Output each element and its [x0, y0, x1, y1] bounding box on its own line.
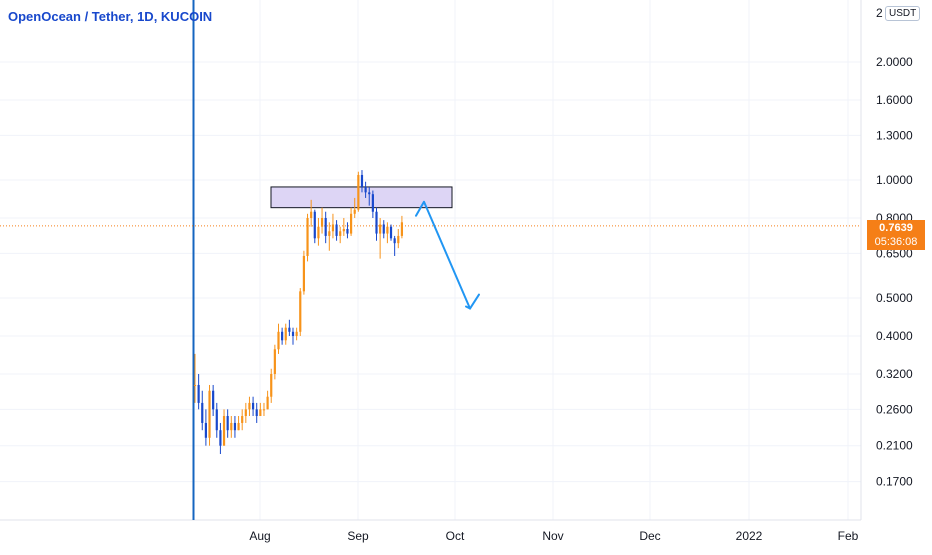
candle-body-down — [201, 402, 204, 423]
candle-body-up — [273, 349, 276, 374]
candle-body-up — [306, 217, 309, 256]
price-tick-label: 0.1700 — [876, 475, 913, 489]
candle-body-up — [320, 217, 324, 227]
candle-body-down — [375, 211, 378, 234]
candle-body-down — [204, 422, 207, 438]
price-tick-label: 1.3000 — [876, 128, 913, 142]
chart-grid — [0, 0, 861, 520]
candle-body-up — [270, 373, 273, 397]
symbol-title[interactable]: OpenOcean / Tether, 1D, KUCOIN — [8, 9, 213, 24]
projection-arrow[interactable] — [415, 200, 480, 310]
candle-body-down — [335, 224, 338, 236]
candles-group — [193, 170, 404, 454]
last-price-value: 0.7639 — [879, 222, 913, 234]
price-tick-label: 1.6000 — [876, 93, 913, 107]
candle-body-down — [313, 211, 316, 239]
candle-body-down — [255, 409, 258, 417]
candle-body-up — [302, 255, 305, 292]
candle-body-up — [230, 422, 233, 431]
candle-body-up — [299, 291, 302, 332]
currency-badge[interactable]: USDT — [885, 6, 921, 21]
candle-body-down — [382, 224, 385, 234]
candle-body-up — [400, 222, 404, 236]
price-tick-label: 2.0000 — [876, 55, 913, 69]
candle-body-up — [331, 224, 335, 232]
price-tick-label: 1.0000 — [876, 173, 913, 187]
candle-body-down — [212, 390, 215, 410]
candle-body-up — [328, 231, 331, 236]
candle-body-up — [349, 213, 353, 234]
price-tick-label: 0.3200 — [876, 367, 913, 381]
candle-body-down — [281, 331, 284, 341]
candle-body-down — [291, 331, 295, 336]
candle-body-up — [397, 235, 400, 244]
candle-body-up — [193, 384, 197, 386]
candle-body-down — [389, 226, 393, 239]
candle-body-down — [251, 402, 255, 410]
candle-body-up — [241, 416, 244, 423]
time-tick-label: Feb — [838, 529, 859, 543]
candle-body-down — [368, 192, 371, 195]
candle-body-up — [310, 211, 313, 218]
candle-body-up — [353, 209, 356, 214]
price-axis-top-label: 2 — [876, 6, 883, 20]
candle-body-down — [233, 422, 237, 431]
price-tick-label: 0.2100 — [876, 439, 913, 453]
time-tick-label: Aug — [249, 529, 270, 543]
arrow-hook-top — [415, 200, 471, 310]
candle-body-up — [244, 409, 247, 417]
candle-body-up — [248, 402, 251, 410]
price-tick-label: 0.4000 — [876, 329, 913, 343]
candle-body-up — [342, 228, 345, 232]
time-tick-label: Dec — [639, 529, 660, 543]
price-tick-label: 0.5000 — [876, 291, 913, 305]
candle-body-down — [226, 416, 229, 431]
arrow-head — [465, 293, 480, 310]
candle-body-up — [237, 422, 240, 431]
candle-body-up — [208, 390, 211, 438]
candle-body-down — [215, 409, 218, 431]
candle-body-up — [262, 409, 266, 411]
candle-body-up — [357, 174, 360, 210]
time-tick-label: Oct — [446, 529, 465, 543]
candle-body-down — [288, 327, 291, 332]
candle-body-up — [386, 226, 389, 234]
time-axis-labels: Aug Sep Oct Nov Dec 2022 Feb — [249, 529, 858, 543]
candle-body-up — [339, 231, 342, 236]
candle-body-down — [219, 430, 222, 446]
candle-body-down — [360, 174, 364, 187]
candle-body-down — [346, 228, 349, 234]
time-tick-label: Sep — [347, 529, 369, 543]
candle-body-down — [393, 238, 396, 244]
candle-body-up — [222, 416, 226, 446]
candle-body-up — [317, 226, 320, 239]
candle-body-up — [259, 409, 262, 417]
time-tick-label: 2022 — [736, 529, 763, 543]
price-axis-labels: 2.00001.60001.30001.00000.80000.65000.50… — [876, 55, 913, 489]
candle-body-down — [197, 384, 200, 403]
price-tick-label: 0.2600 — [876, 402, 913, 416]
candle-body-up — [266, 396, 269, 410]
candle-body-down — [364, 186, 367, 193]
candle-body-up — [295, 331, 298, 336]
last-price-tag: 0.7639 05:36:08 — [867, 220, 925, 250]
candle-body-down — [371, 194, 374, 212]
candle-body-up — [277, 331, 280, 350]
bar-countdown: 05:36:08 — [874, 236, 918, 248]
candle-body-down — [324, 217, 327, 236]
candle-body-up — [379, 224, 382, 234]
time-tick-label: Nov — [542, 529, 563, 543]
candle-body-up — [284, 327, 287, 341]
